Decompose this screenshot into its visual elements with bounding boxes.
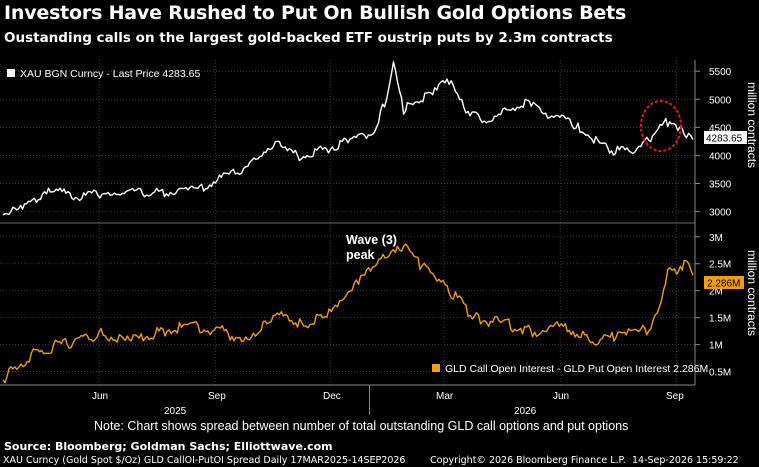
y-tick-label: 1M — [709, 341, 723, 352]
y-tick-label: 0.5M — [709, 368, 731, 379]
y-tick-label: 5500 — [709, 67, 732, 78]
y-tick-label: 5000 — [709, 95, 732, 106]
gold-legend-swatch — [7, 69, 15, 77]
spread-ylabel: million contracts — [745, 250, 759, 336]
footer-copyright: Copyright© 2026 Bloomberg Finance L.P. — [430, 455, 626, 466]
spread-last-value-badge: 2.286M — [704, 276, 744, 290]
gold-last-value-badge: 4283.65 — [704, 131, 747, 145]
x-year-2026: 2026 — [514, 406, 537, 417]
chart-subtitle: Oustanding calls on the largest gold-bac… — [4, 30, 613, 46]
y-tick-label: 4500 — [709, 123, 732, 134]
footer-timestamp: 14-Sep-2026 15:59:22 — [632, 455, 739, 466]
footer-ticker: XAU Curncy (Gold Spot $/Oz) GLD CallOI-P… — [3, 455, 406, 466]
spread-legend-swatch — [432, 364, 440, 372]
y-tick-label: 2.5M — [709, 260, 731, 271]
gold-ylabel: million contracts — [745, 82, 759, 168]
footer-bar: XAU Curncy (Gold Spot $/Oz) GLD CallOI-P… — [0, 454, 759, 467]
wave-annotation-line2: peak — [346, 248, 375, 262]
chart-note: Note: Chart shows spread between number … — [94, 419, 628, 433]
x-tick-sep-2025: Sep — [208, 391, 226, 402]
chart-area: 5500 5000 4500 4000 3500 3000 3M 2.5M 2M 1.5M 1M 0.… — [0, 60, 759, 433]
x-tick-dec-2025: Dec — [323, 391, 341, 402]
y-tick-label: 3000 — [709, 208, 732, 219]
gld-spread-line — [2, 243, 694, 384]
x-tick-mar-2026: Mar — [436, 391, 454, 402]
chart-title: Investors Have Rushed to Put On Bullish … — [4, 2, 627, 24]
source-line: Source: Bloomberg; Goldman Sachs; Elliot… — [4, 440, 333, 453]
wave-annotation-line1: Wave (3) — [346, 233, 397, 247]
y-tick-label: 4000 — [709, 151, 732, 162]
gold-last-value-text: 4283.65 — [706, 134, 743, 145]
x-tick-sep-2026: Sep — [666, 391, 684, 402]
gold-price-line — [2, 61, 694, 216]
spread-last-value-text: 2.286M — [707, 279, 740, 290]
highlight-circle — [640, 100, 682, 152]
gold-legend-label: XAU BGN Curncy - Last Price 4283.65 — [20, 68, 200, 80]
spread-legend-label: GLD Call Open Interest - GLD Put Open In… — [445, 363, 708, 375]
x-tick-jun-2026: Jun — [553, 391, 569, 402]
y-tick-label: 3M — [709, 233, 723, 244]
y-tick-label: 1.5M — [709, 314, 731, 325]
x-tick-jun-2025: Jun — [92, 391, 108, 402]
y-tick-label: 2M — [709, 287, 723, 298]
x-year-2025: 2025 — [164, 406, 187, 417]
y-tick-label: 3500 — [709, 180, 732, 191]
